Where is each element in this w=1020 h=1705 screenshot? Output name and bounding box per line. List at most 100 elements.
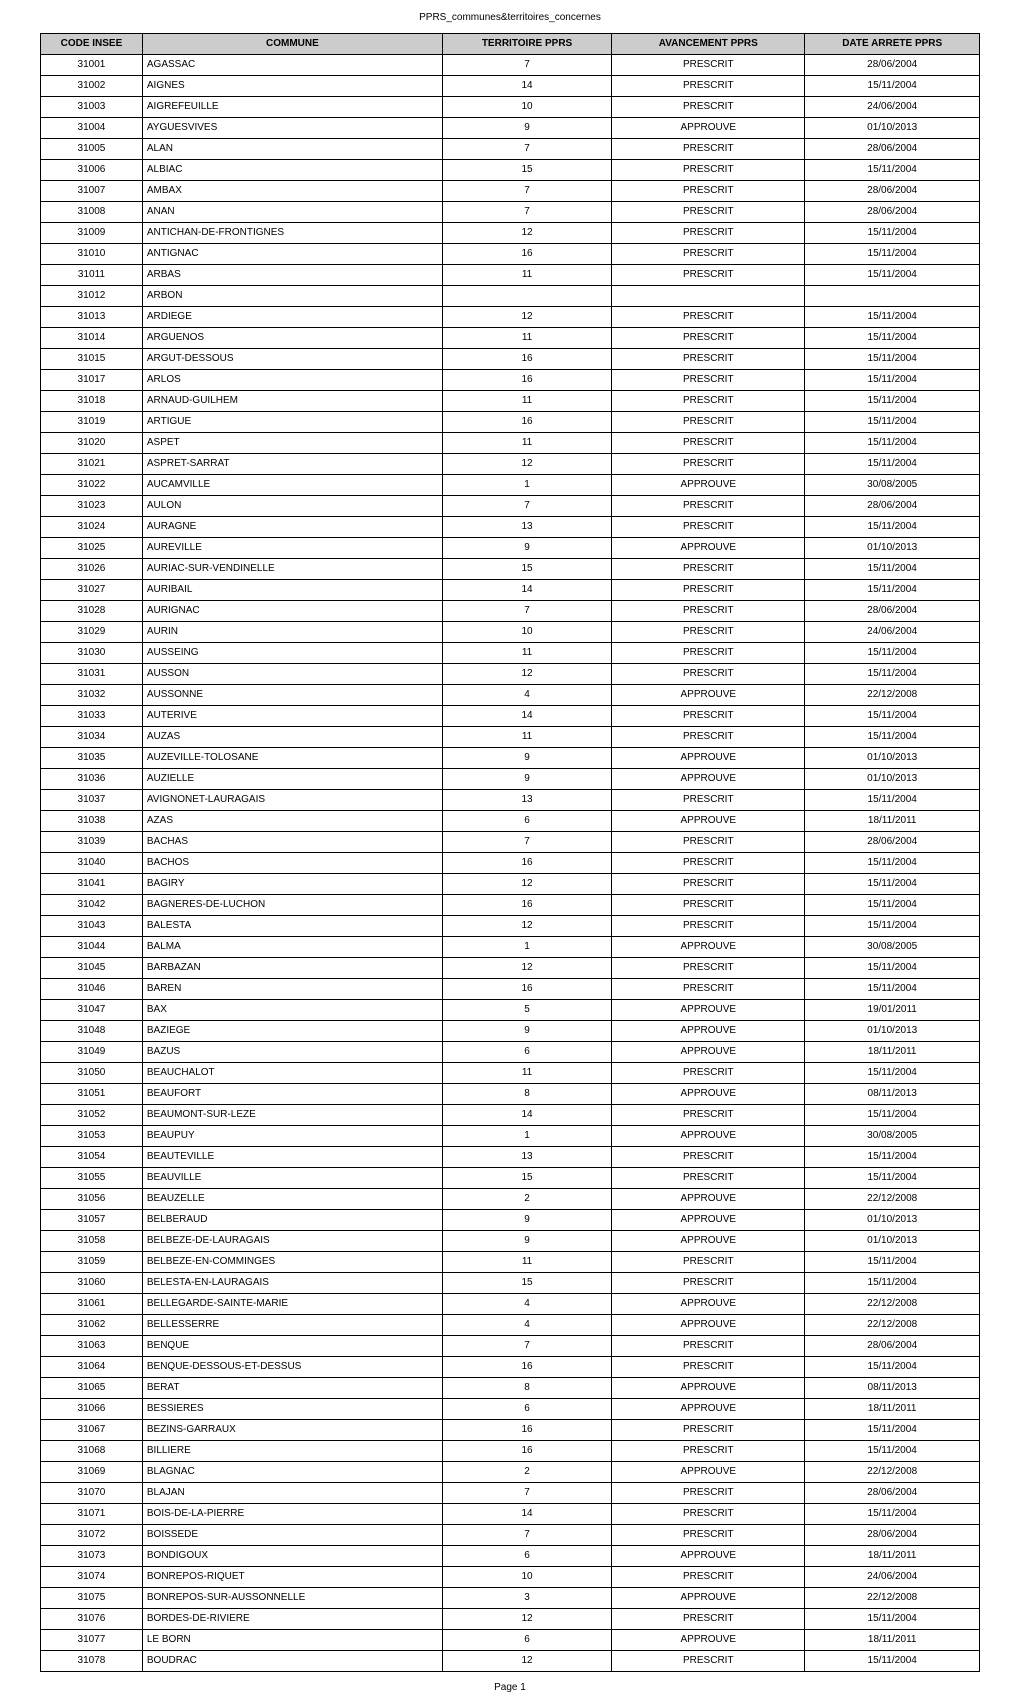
- table-cell: 22/12/2008: [805, 1294, 980, 1315]
- table-row: 31035AUZEVILLE-TOLOSANE9APPROUVE01/10/20…: [41, 748, 980, 769]
- table-cell: 6: [442, 1546, 611, 1567]
- table-cell: 7: [442, 1336, 611, 1357]
- table-cell: BLAGNAC: [142, 1462, 442, 1483]
- table-row: 31038AZAS6APPROUVE18/11/2011: [41, 811, 980, 832]
- table-cell: ARBON: [142, 286, 442, 307]
- table-cell: 11: [442, 265, 611, 286]
- table-row: 31020ASPET11PRESCRIT15/11/2004: [41, 433, 980, 454]
- table-row: 31018ARNAUD-GUILHEM11PRESCRIT15/11/2004: [41, 391, 980, 412]
- table-cell: 31030: [41, 643, 143, 664]
- table-cell: AUSSEING: [142, 643, 442, 664]
- table-cell: 31070: [41, 1483, 143, 1504]
- table-row: 31024AURAGNE13PRESCRIT15/11/2004: [41, 517, 980, 538]
- table-cell: PRESCRIT: [612, 1525, 805, 1546]
- table-cell: 31075: [41, 1588, 143, 1609]
- table-cell: 30/08/2005: [805, 937, 980, 958]
- table-cell: PRESCRIT: [612, 958, 805, 979]
- table-cell: 22/12/2008: [805, 1315, 980, 1336]
- table-cell: PRESCRIT: [612, 412, 805, 433]
- table-cell: 28/06/2004: [805, 601, 980, 622]
- table-cell: 31051: [41, 1084, 143, 1105]
- table-cell: 10: [442, 1567, 611, 1588]
- table-cell: BLAJAN: [142, 1483, 442, 1504]
- table-cell: AMBAX: [142, 181, 442, 202]
- table-cell: 31076: [41, 1609, 143, 1630]
- page-footer: Page 1: [0, 1672, 1020, 1705]
- table-cell: BELESTA-EN-LAURAGAIS: [142, 1273, 442, 1294]
- table-row: 31003AIGREFEUILLE10PRESCRIT24/06/2004: [41, 97, 980, 118]
- table-cell: 15/11/2004: [805, 370, 980, 391]
- table-cell: 12: [442, 1609, 611, 1630]
- table-row: 31009ANTICHAN-DE-FRONTIGNES12PRESCRIT15/…: [41, 223, 980, 244]
- table-cell: 15/11/2004: [805, 559, 980, 580]
- table-cell: PRESCRIT: [612, 244, 805, 265]
- table-cell: PRESCRIT: [612, 580, 805, 601]
- table-cell: 31071: [41, 1504, 143, 1525]
- table-cell: 15/11/2004: [805, 664, 980, 685]
- table-cell: 31041: [41, 874, 143, 895]
- table-cell: 28/06/2004: [805, 55, 980, 76]
- table-cell: APPROUVE: [612, 1189, 805, 1210]
- table-cell: 31003: [41, 97, 143, 118]
- table-cell: 24/06/2004: [805, 1567, 980, 1588]
- table-cell: PRESCRIT: [612, 895, 805, 916]
- table-cell: PRESCRIT: [612, 601, 805, 622]
- table-cell: APPROUVE: [612, 685, 805, 706]
- table-cell: 11: [442, 391, 611, 412]
- table-cell: AYGUESVIVES: [142, 118, 442, 139]
- table-cell: 15/11/2004: [805, 1063, 980, 1084]
- table-row: 31031AUSSON12PRESCRIT15/11/2004: [41, 664, 980, 685]
- table-cell: AURIGNAC: [142, 601, 442, 622]
- table-cell: 3: [442, 1588, 611, 1609]
- table-cell: APPROUVE: [612, 1126, 805, 1147]
- table-cell: 31043: [41, 916, 143, 937]
- table-cell: 1: [442, 475, 611, 496]
- table-row: 31017ARLOS16PRESCRIT15/11/2004: [41, 370, 980, 391]
- table-cell: 18/11/2011: [805, 1042, 980, 1063]
- table-cell: BEAUZELLE: [142, 1189, 442, 1210]
- table-cell: 7: [442, 181, 611, 202]
- table-cell: 14: [442, 706, 611, 727]
- table-cell: BAX: [142, 1000, 442, 1021]
- table-row: 31055BEAUVILLE15PRESCRIT15/11/2004: [41, 1168, 980, 1189]
- table-cell: 7: [442, 832, 611, 853]
- table-cell: PRESCRIT: [612, 328, 805, 349]
- table-cell: AUSSON: [142, 664, 442, 685]
- table-cell: 15/11/2004: [805, 349, 980, 370]
- table-cell: 31064: [41, 1357, 143, 1378]
- table-cell: 28/06/2004: [805, 1336, 980, 1357]
- table-cell: PRESCRIT: [612, 1168, 805, 1189]
- table-cell: 31072: [41, 1525, 143, 1546]
- table-cell: APPROUVE: [612, 1630, 805, 1651]
- table-cell: 2: [442, 1462, 611, 1483]
- table-cell: BERAT: [142, 1378, 442, 1399]
- table-cell: 11: [442, 1252, 611, 1273]
- table-cell: BAGNERES-DE-LUCHON: [142, 895, 442, 916]
- table-cell: AUREVILLE: [142, 538, 442, 559]
- table-cell: AURIN: [142, 622, 442, 643]
- table-cell: 15/11/2004: [805, 223, 980, 244]
- table-cell: 16: [442, 853, 611, 874]
- table-cell: 31027: [41, 580, 143, 601]
- table-cell: BORDES-DE-RIVIERE: [142, 1609, 442, 1630]
- table-cell: ARBAS: [142, 265, 442, 286]
- table-cell: BOIS-DE-LA-PIERRE: [142, 1504, 442, 1525]
- table-cell: [612, 286, 805, 307]
- table-cell: 28/06/2004: [805, 202, 980, 223]
- table-cell: PRESCRIT: [612, 1567, 805, 1588]
- table-row: 31057BELBERAUD9APPROUVE01/10/2013: [41, 1210, 980, 1231]
- table-cell: PRESCRIT: [612, 1273, 805, 1294]
- table-cell: PRESCRIT: [612, 76, 805, 97]
- table-cell: APPROUVE: [612, 1210, 805, 1231]
- table-cell: APPROUVE: [612, 1588, 805, 1609]
- table-cell: APPROUVE: [612, 1294, 805, 1315]
- table-cell: BEAUFORT: [142, 1084, 442, 1105]
- table-row: 31046BAREN16PRESCRIT15/11/2004: [41, 979, 980, 1000]
- table-cell: APPROUVE: [612, 1042, 805, 1063]
- table-cell: APPROUVE: [612, 538, 805, 559]
- table-cell: APPROUVE: [612, 1546, 805, 1567]
- table-cell: PRESCRIT: [612, 55, 805, 76]
- table-cell: BEAUVILLE: [142, 1168, 442, 1189]
- table-cell: 15/11/2004: [805, 1252, 980, 1273]
- table-cell: 31009: [41, 223, 143, 244]
